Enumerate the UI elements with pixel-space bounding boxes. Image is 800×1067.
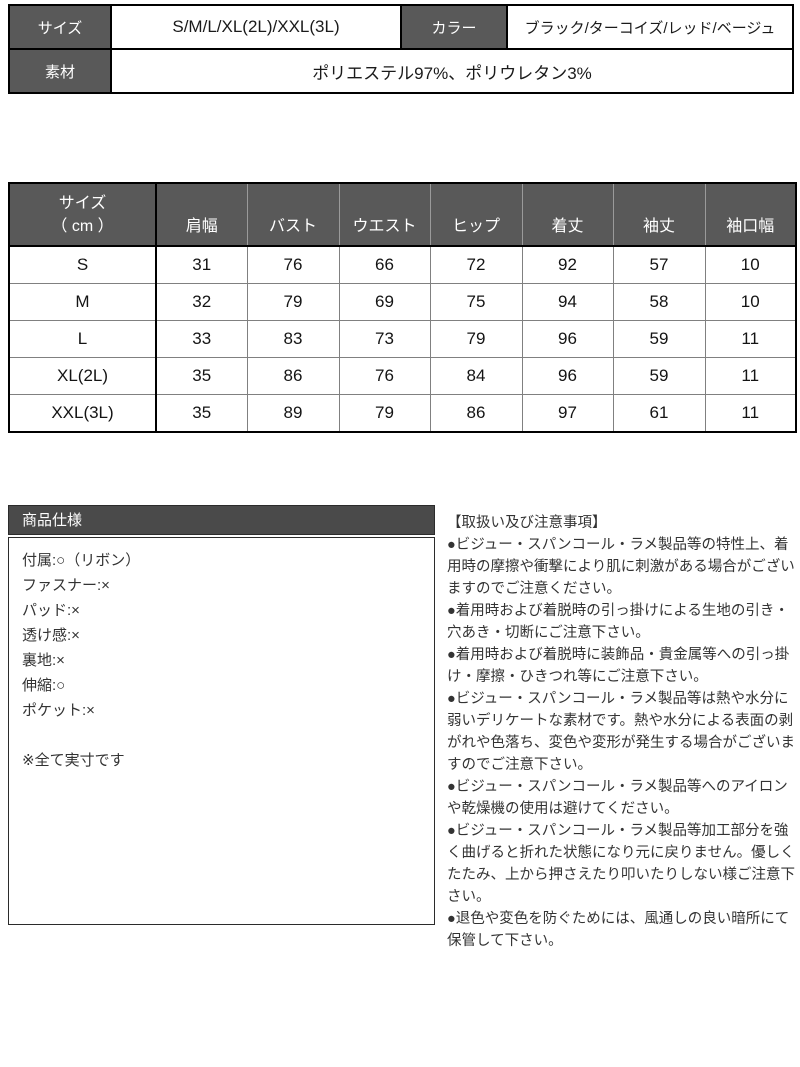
col-header-waist: ウエスト bbox=[338, 183, 430, 247]
size-cell: 75 bbox=[429, 283, 523, 321]
size-cell: 86 bbox=[246, 357, 340, 395]
size-cell: 61 bbox=[612, 394, 706, 433]
size-label-cell: サイズ bbox=[8, 4, 112, 50]
product-spec-panel: 商品仕様 付属:○（リボン） ファスナー:× パッド:× 透け感:× 裏地:× … bbox=[8, 505, 435, 925]
size-cell: 79 bbox=[338, 394, 431, 433]
size-cell: 66 bbox=[338, 245, 431, 284]
size-cell: 35 bbox=[155, 394, 248, 433]
size-cell: 84 bbox=[429, 357, 523, 395]
size-value-cell: S/M/L/XL(2L)/XXL(3L) bbox=[110, 4, 402, 50]
size-cell: 11 bbox=[704, 320, 797, 358]
size-cell: 89 bbox=[246, 394, 340, 433]
size-name-cell: L bbox=[8, 320, 157, 358]
care-notes: 【取扱い及び注意事項】 ●ビジュー・スパンコール・ラメ製品等の特性上、着用時の摩… bbox=[447, 512, 797, 952]
size-cell: 59 bbox=[612, 357, 706, 395]
size-cell: 69 bbox=[338, 283, 431, 321]
spec-item-stretch: 伸縮:○ bbox=[22, 677, 66, 694]
size-row-l: L 33 83 73 79 96 59 11 bbox=[8, 320, 797, 358]
size-cell: 11 bbox=[704, 357, 797, 395]
size-name-cell: M bbox=[8, 283, 157, 321]
size-name-cell: S bbox=[8, 245, 157, 284]
spec-item-accessory: 付属:○（リボン） bbox=[22, 552, 141, 569]
size-cell: 79 bbox=[429, 320, 523, 358]
size-header-line2: （ cm ） bbox=[51, 217, 114, 235]
product-info-table: サイズ S/M/L/XL(2L)/XXL(3L) カラー ブラック/ターコイズ/… bbox=[8, 4, 794, 94]
info-row-material: 素材 ポリエステル97%、ポリウレタン3% bbox=[8, 48, 794, 94]
size-cell: 33 bbox=[155, 320, 248, 358]
size-cell: 96 bbox=[521, 320, 614, 358]
size-cell: 79 bbox=[246, 283, 340, 321]
care-note-bullet: ●退色や変色を防ぐためには、風通しの良い暗所にて保管して下さい。 bbox=[447, 911, 790, 949]
size-cell: 57 bbox=[612, 245, 706, 284]
care-note-bullet: ●着用時および着脱時に装飾品・貴金属等への引っ掛け・摩擦・ひきつれ等にご注意下さ… bbox=[447, 647, 790, 685]
size-cell: 76 bbox=[246, 245, 340, 284]
info-row-size-color: サイズ S/M/L/XL(2L)/XXL(3L) カラー ブラック/ターコイズ/… bbox=[8, 4, 794, 50]
spec-panel-title: 商品仕様 bbox=[8, 505, 435, 535]
size-cell: 31 bbox=[155, 245, 248, 284]
size-cell: 32 bbox=[155, 283, 248, 321]
size-cell: 58 bbox=[612, 283, 706, 321]
col-header-cuff: 袖口幅 bbox=[704, 183, 796, 247]
col-header-bust: バスト bbox=[246, 183, 339, 247]
spec-item-lining: 裏地:× bbox=[22, 652, 65, 669]
care-note-bullet: ●ビジュー・スパンコール・ラメ製品等加工部分を強く曲げると折れた状態になり元に戻… bbox=[447, 823, 795, 905]
size-cell: 73 bbox=[338, 320, 431, 358]
spec-measurement-note: ※全て実寸です bbox=[22, 752, 125, 769]
spec-item-sheerness: 透け感:× bbox=[22, 627, 80, 644]
spec-item-pad: パッド:× bbox=[22, 602, 80, 619]
size-name-cell: XL(2L) bbox=[8, 357, 157, 395]
size-cm-header-cell: サイズ （ cm ） bbox=[9, 183, 157, 247]
size-cell: 86 bbox=[429, 394, 523, 433]
size-cell: 97 bbox=[521, 394, 614, 433]
size-cell: 72 bbox=[429, 245, 523, 284]
care-note-bullet: ●ビジュー・スパンコール・ラメ製品等の特性上、着用時の摩擦や衝撃により肌に刺激が… bbox=[447, 537, 795, 597]
size-chart-header-row: サイズ （ cm ） 肩幅 バスト ウエスト ヒップ 着丈 袖丈 袖口幅 bbox=[9, 183, 796, 247]
col-header-length: 着丈 bbox=[521, 183, 613, 247]
care-note-bullet: ●ビジュー・スパンコール・ラメ製品等へのアイロンや乾燥機の使用は避けてください。 bbox=[447, 779, 788, 817]
color-label-cell: カラー bbox=[400, 4, 508, 50]
spec-item-fastener: ファスナー:× bbox=[22, 577, 110, 594]
spec-item-pocket: ポケット:× bbox=[22, 702, 95, 719]
size-cell: 35 bbox=[155, 357, 248, 395]
care-notes-title: 【取扱い及び注意事項】 bbox=[447, 515, 607, 531]
size-row-s: S 31 76 66 72 92 57 10 bbox=[8, 245, 797, 284]
care-note-bullet: ●ビジュー・スパンコール・ラメ製品等は熱や水分に弱いデリケートな素材です。熱や水… bbox=[447, 691, 795, 773]
color-value-cell: ブラック/ターコイズ/レッド/ベージュ bbox=[506, 4, 794, 50]
care-note-bullet: ●着用時および着脱時の引っ掛けによる生地の引き・穴あき・切断にご注意下さい。 bbox=[447, 603, 789, 641]
material-label-cell: 素材 bbox=[8, 48, 112, 94]
size-cell: 76 bbox=[338, 357, 431, 395]
size-cell: 83 bbox=[246, 320, 340, 358]
size-name-cell: XXL(3L) bbox=[8, 394, 157, 433]
material-value-cell: ポリエステル97%、ポリウレタン3% bbox=[110, 48, 794, 94]
col-header-hip: ヒップ bbox=[429, 183, 522, 247]
size-cell: 92 bbox=[521, 245, 614, 284]
size-row-xl: XL(2L) 35 86 76 84 96 59 11 bbox=[8, 357, 797, 395]
size-cell: 10 bbox=[704, 283, 797, 321]
size-cell: 10 bbox=[704, 245, 797, 284]
size-row-xxl: XXL(3L) 35 89 79 86 97 61 11 bbox=[8, 394, 797, 433]
size-cell: 59 bbox=[612, 320, 706, 358]
size-cell: 11 bbox=[704, 394, 797, 433]
size-cell: 96 bbox=[521, 357, 614, 395]
size-row-m: M 32 79 69 75 94 58 10 bbox=[8, 283, 797, 321]
spec-panel-body: 付属:○（リボン） ファスナー:× パッド:× 透け感:× 裏地:× 伸縮:○ … bbox=[8, 537, 435, 925]
col-header-shoulder: 肩幅 bbox=[155, 183, 247, 247]
col-header-sleeve: 袖丈 bbox=[612, 183, 705, 247]
size-chart-table: サイズ （ cm ） 肩幅 バスト ウエスト ヒップ 着丈 袖丈 袖口幅 S 3… bbox=[8, 182, 797, 433]
size-header-line1: サイズ bbox=[58, 194, 107, 212]
size-cell: 94 bbox=[521, 283, 614, 321]
